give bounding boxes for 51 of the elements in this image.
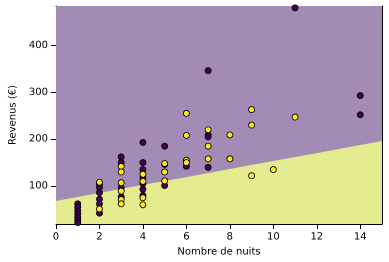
point [292, 4, 298, 12]
x-axis-title: Nombre de nuits [177, 246, 261, 258]
y-tick-label: 300 [28, 86, 48, 98]
y-tick-label: 400 [28, 40, 48, 51]
point [183, 159, 190, 166]
point [356, 92, 364, 99]
point [140, 139, 146, 146]
point [140, 201, 146, 208]
point [270, 166, 277, 174]
point [248, 106, 255, 114]
y-axis-title: Revenus (€) [8, 84, 18, 145]
point [118, 179, 125, 186]
x-tick-label: 14 [354, 232, 367, 242]
x-tick-label: 0 [52, 232, 60, 242]
x-tick-label: 8 [226, 232, 234, 242]
point [204, 164, 212, 171]
point [118, 162, 125, 170]
point [183, 132, 190, 139]
point [292, 114, 298, 121]
point [226, 155, 234, 162]
point [118, 200, 125, 208]
point [226, 132, 234, 138]
point [248, 172, 255, 180]
point [140, 186, 146, 193]
point [161, 142, 168, 150]
point [204, 155, 212, 162]
point [74, 219, 82, 226]
x-tick-label: 2 [96, 232, 103, 242]
y-tick-label: 100 [28, 180, 48, 192]
point [140, 170, 146, 178]
point [118, 154, 125, 160]
point [140, 159, 146, 166]
point [118, 188, 125, 195]
y-tick-label: 200 [28, 134, 48, 145]
point [356, 111, 364, 118]
point [140, 178, 146, 185]
point [183, 110, 190, 117]
x-tick-label: 6 [183, 232, 190, 242]
x-tick-label: 10 [266, 232, 280, 242]
point [96, 189, 103, 196]
point [248, 122, 255, 128]
point [96, 206, 103, 212]
x-tick-label: 4 [140, 232, 146, 242]
point [204, 126, 212, 134]
point [204, 142, 212, 150]
point [140, 194, 146, 202]
point [204, 67, 212, 74]
point [118, 168, 125, 176]
point [161, 177, 168, 184]
x-tick-label: 12 [310, 232, 324, 242]
point [161, 168, 168, 176]
